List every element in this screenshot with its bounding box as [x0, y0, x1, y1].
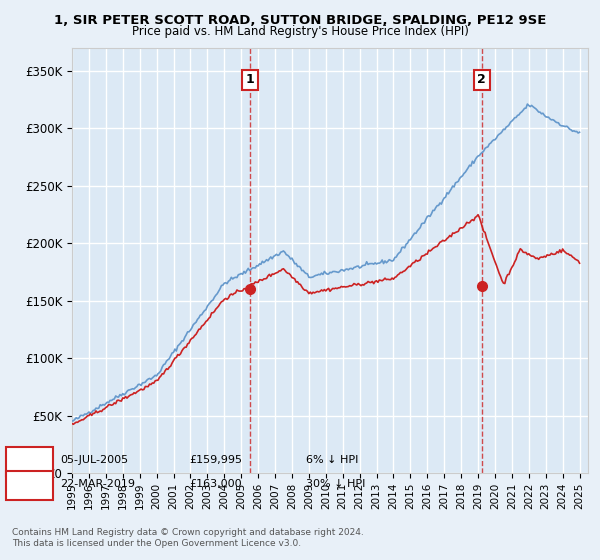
Text: 6% ↓ HPI: 6% ↓ HPI	[306, 455, 358, 465]
Text: 30% ↓ HPI: 30% ↓ HPI	[306, 479, 365, 489]
Text: 1: 1	[245, 73, 254, 86]
Text: 22-MAR-2019: 22-MAR-2019	[60, 479, 135, 489]
Text: £159,995: £159,995	[189, 455, 242, 465]
Text: £163,000: £163,000	[189, 479, 242, 489]
Text: Price paid vs. HM Land Registry's House Price Index (HPI): Price paid vs. HM Land Registry's House …	[131, 25, 469, 38]
Text: 2: 2	[478, 73, 486, 86]
Text: 1, SIR PETER SCOTT ROAD, SUTTON BRIDGE, SPALDING, PE12 9SE: 1, SIR PETER SCOTT ROAD, SUTTON BRIDGE, …	[54, 14, 546, 27]
Text: 2: 2	[26, 479, 33, 489]
Text: 05-JUL-2005: 05-JUL-2005	[60, 455, 128, 465]
Text: 1: 1	[26, 455, 33, 465]
Text: Contains HM Land Registry data © Crown copyright and database right 2024.
This d: Contains HM Land Registry data © Crown c…	[12, 528, 364, 548]
